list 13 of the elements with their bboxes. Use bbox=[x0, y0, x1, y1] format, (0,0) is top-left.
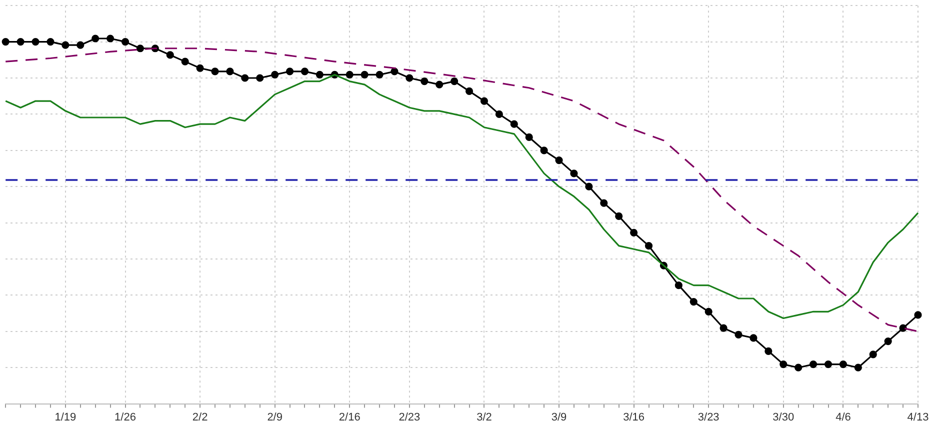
x-tick-label: 4/13 bbox=[907, 411, 929, 424]
x-tick-label: 3/9 bbox=[551, 411, 567, 424]
x-tick-label: 3/30 bbox=[772, 411, 794, 424]
x-tick-label: 3/23 bbox=[698, 411, 720, 424]
x-tick-label: 1/26 bbox=[114, 411, 136, 424]
x-tick-label: 3/2 bbox=[476, 411, 492, 424]
x-tick-label: 2/2 bbox=[192, 411, 208, 424]
x-tick-label: 1/19 bbox=[54, 411, 76, 424]
x-tick-label: 2/16 bbox=[338, 411, 360, 424]
x-tick-label: 4/6 bbox=[836, 411, 851, 424]
x-tick-label: 2/9 bbox=[267, 411, 282, 424]
x-tick-label: 3/16 bbox=[623, 411, 645, 424]
x-tick-label: 2/23 bbox=[398, 411, 420, 424]
